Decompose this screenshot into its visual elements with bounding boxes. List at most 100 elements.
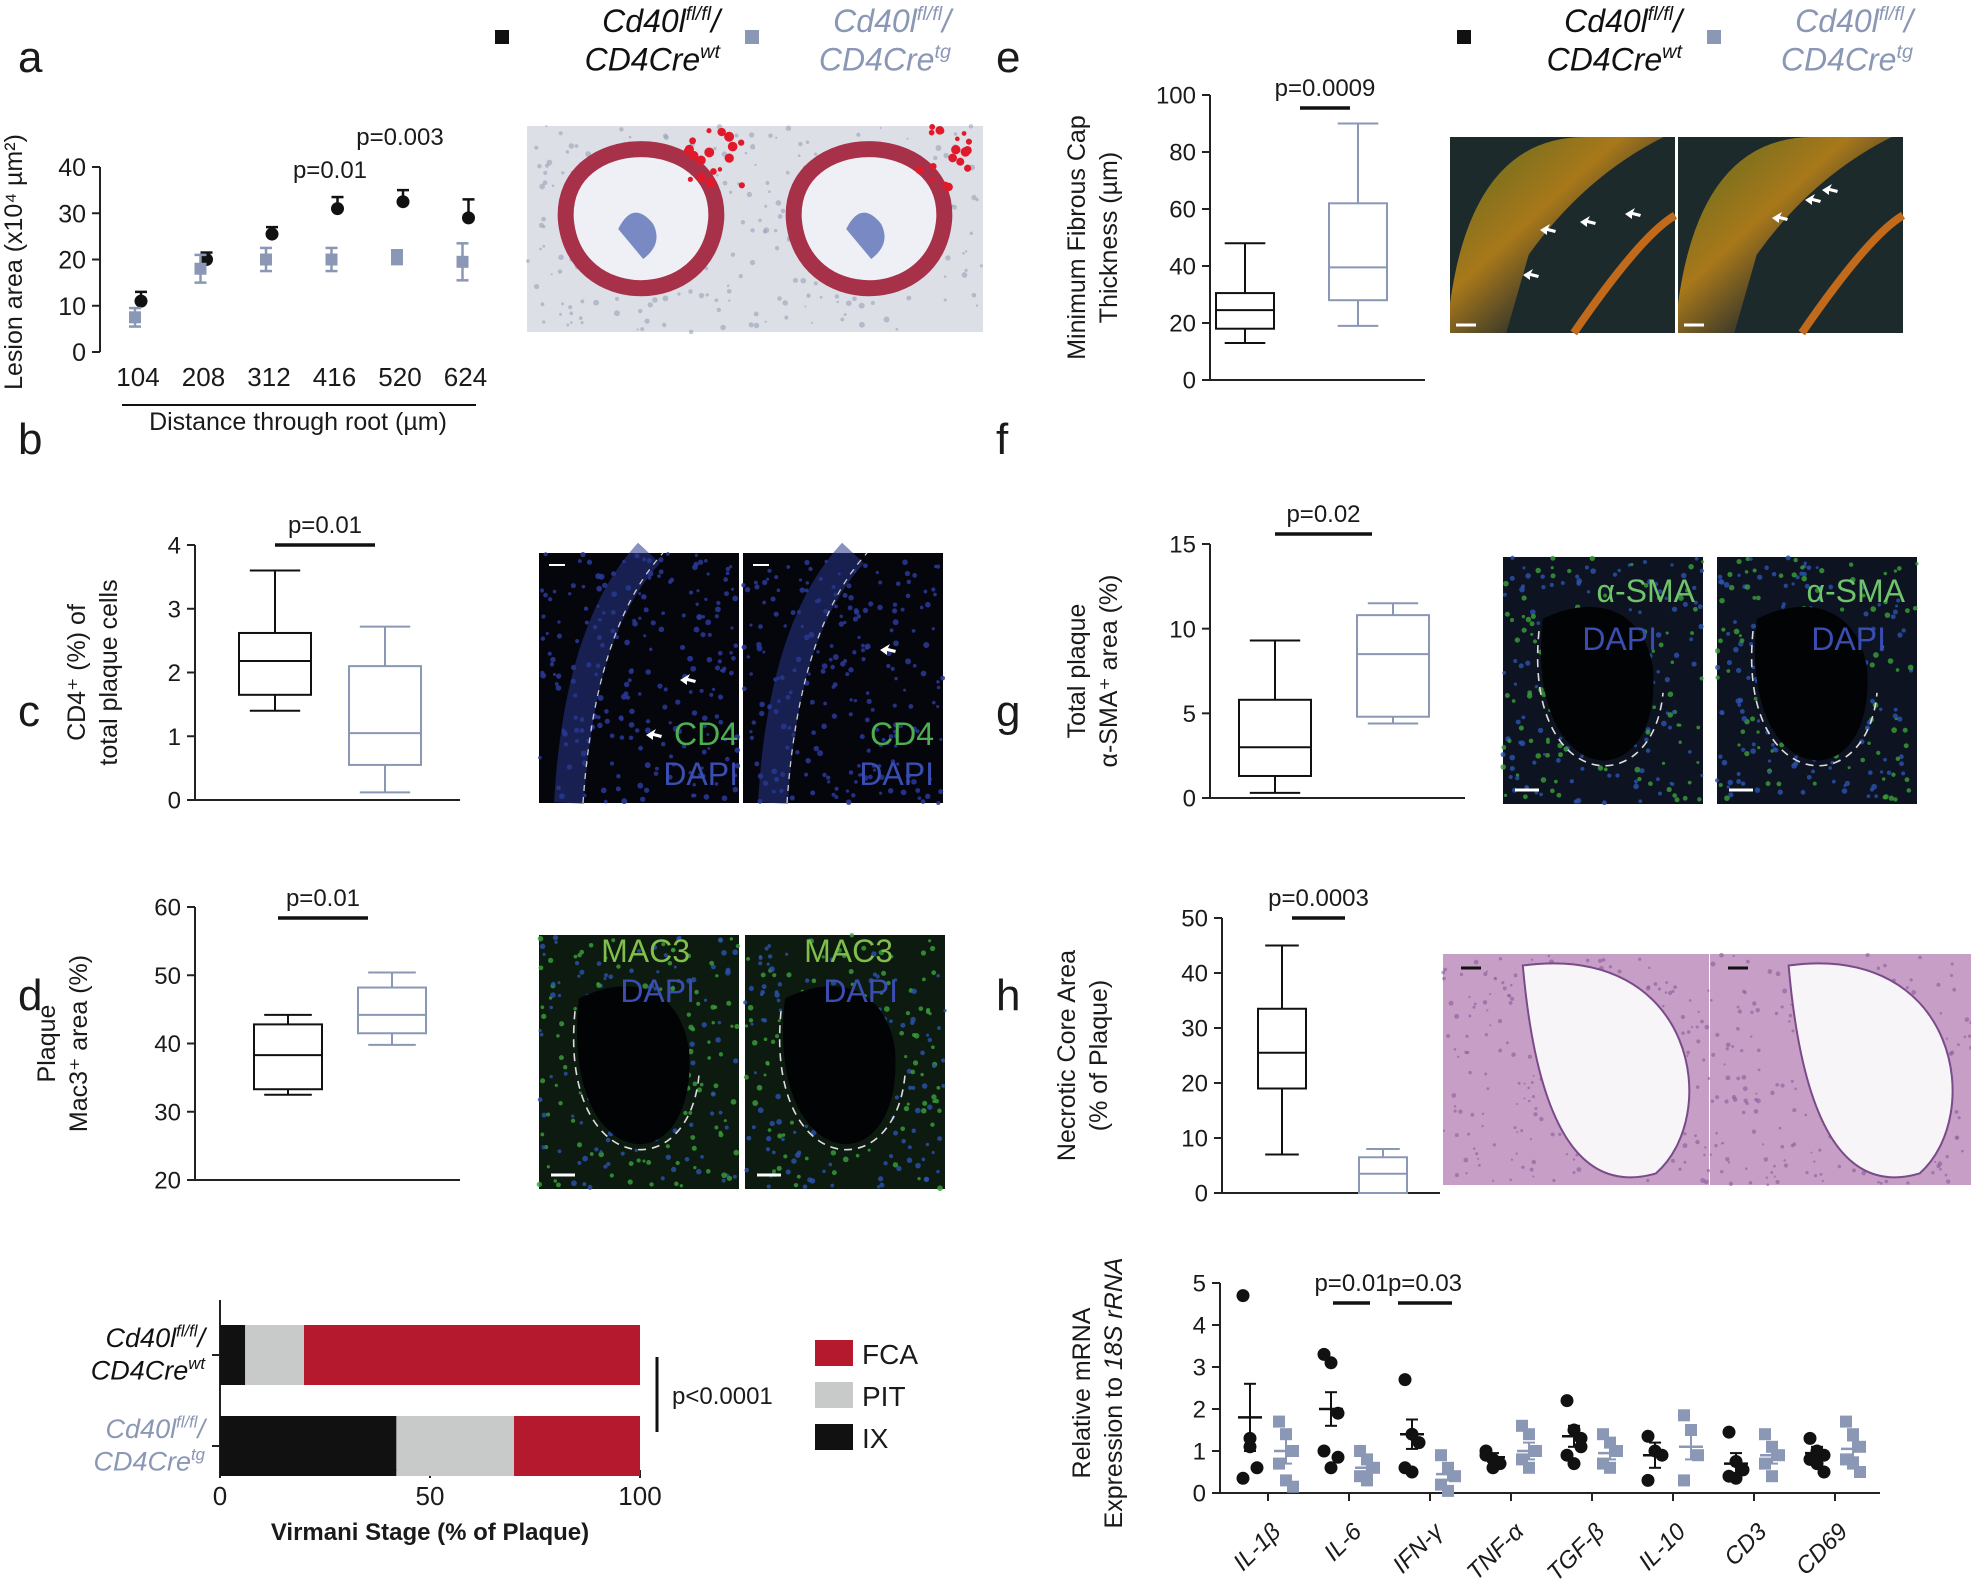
micrograph-b-left-cell [615, 786, 621, 792]
micrograph-c-right-cell [921, 1108, 927, 1114]
micrograph-g-right-texture [1745, 1167, 1748, 1170]
micrograph-c-right-cell [911, 988, 917, 995]
micrograph-g-right-texture [1741, 1110, 1746, 1115]
micrograph-c-left-cell [676, 979, 681, 983]
legend-a-tg-label-gene: Cd40l [833, 3, 918, 39]
micrograph-b-left-cell [692, 793, 697, 798]
micrograph-b-right-cell [854, 780, 858, 784]
micrograph-c-left-cell [558, 1055, 564, 1061]
micrograph-c-right-cell [751, 1040, 758, 1046]
legend-a-tg-label-sup1: fl/fl [917, 3, 943, 25]
micrograph-c-right-cell [793, 1182, 799, 1188]
micrograph-e-left-fiber [1570, 211, 1678, 336]
micrograph-g-right-texture [1883, 963, 1887, 968]
micrograph-c-left-cell [611, 938, 616, 943]
micrograph-c-left-cell [688, 1024, 694, 1031]
micrograph-b-left-cell [629, 708, 635, 715]
micrograph-g-right-texture [1715, 1095, 1720, 1100]
micrograph-c-left-cell [582, 1182, 587, 1187]
micrograph-f-right-cell [1893, 797, 1898, 802]
panel-f-y-tick-label: 0 [1183, 786, 1196, 813]
micrograph-a-right-texture [852, 296, 857, 302]
panel-d-row-label-wt-slash: / [195, 1323, 207, 1353]
micrograph-g-right-texture [1780, 1144, 1785, 1149]
micrograph-b-left-cell [681, 613, 686, 618]
micrograph-c-left-cell [549, 1005, 553, 1010]
micrograph-a-left-lipid [696, 172, 706, 182]
micrograph-f-right-cell [1752, 595, 1757, 600]
micrograph-c-left-cell [665, 1154, 671, 1160]
micrograph-g-left-texture [1534, 1106, 1538, 1111]
micrograph-f-left-cell [1589, 555, 1595, 562]
micrograph-b-left-cell [600, 787, 607, 794]
micrograph-c-right-cell [921, 1157, 926, 1162]
micrograph-f-right-cell [1751, 742, 1756, 747]
micrograph-f-left-cell [1667, 712, 1674, 718]
micrograph-f-left-cell [1678, 595, 1684, 601]
micrograph-g-left-texture [1532, 1175, 1535, 1178]
micrograph-b-left-cell [538, 755, 542, 760]
micrograph-f-right-cell [1717, 574, 1723, 580]
micrograph-b-right-cell [940, 675, 946, 681]
micrograph-f-left-cell [1643, 560, 1648, 565]
micrograph-b-right-cell [805, 757, 811, 764]
micrograph-b-right-cell [817, 750, 824, 757]
micrograph-f-left-cell [1560, 581, 1565, 585]
micrograph-g-left-texture [1681, 1031, 1685, 1035]
panel-h-point-tg [1854, 1466, 1866, 1478]
micrograph-b-left-cell [658, 569, 664, 575]
micrograph-c-left-cell [579, 1121, 583, 1125]
micrograph-a-left-texture [677, 292, 681, 296]
micrograph-g-right-texture [1884, 1179, 1889, 1184]
micrograph-f-right-cell [1728, 792, 1734, 798]
micrograph-c-left-cell [556, 1034, 560, 1038]
micrograph-f-left-cell [1693, 600, 1698, 605]
micrograph-g-left-texture [1508, 1000, 1513, 1005]
micrograph-f-left-cell [1530, 609, 1536, 616]
micrograph-f-left-cell [1509, 575, 1515, 581]
micrograph-b-left-cell [734, 763, 741, 769]
micrograph-c-left-cell [686, 978, 692, 984]
panel-a-point-tg [129, 311, 141, 324]
micrograph-g-right-texture [1939, 1168, 1942, 1171]
micrograph-f-right-cell [1890, 614, 1896, 620]
micrograph-b-left-cell [604, 709, 609, 714]
micrograph-f-left-cell [1637, 776, 1642, 782]
micrograph-c-right-cell [804, 1156, 809, 1161]
micrograph-f-right-cell [1907, 664, 1914, 671]
micrograph-f-right-cell [1757, 574, 1763, 580]
panel-d-bar-ix [220, 1325, 246, 1385]
micrograph-f-left-cell [1687, 780, 1692, 785]
micrograph-b-left-cell [583, 606, 589, 611]
micrograph-f-left-cell [1525, 660, 1531, 666]
micrograph-f-right-cell [1783, 583, 1788, 588]
micrograph-f-left-cell [1687, 749, 1692, 754]
micrograph-g-right-texture [1790, 1079, 1794, 1083]
panel-h-y-tick-label: 5 [1193, 1271, 1206, 1298]
micrograph-b-left-cell [616, 773, 621, 779]
micrograph-g-left-texture [1670, 1158, 1675, 1163]
legend-e-wt-label-sup2: wt [1662, 41, 1683, 63]
micrograph-a-left-texture [593, 299, 600, 306]
micrograph-f-left-cell [1689, 637, 1694, 642]
panel-f-ylabel-2: α-SMA⁺ area (%) [1095, 575, 1123, 768]
micrograph-b-right-cell [879, 791, 883, 795]
micrograph-g-right-texture [1783, 1163, 1789, 1168]
micrograph-f-right-cell [1895, 756, 1901, 762]
micrograph-f-left-cell [1657, 589, 1663, 595]
micrograph-a-left-lipid [687, 176, 693, 182]
micrograph-a-left-texture [542, 244, 546, 248]
panel-h-point-tg [1523, 1428, 1535, 1441]
micrograph-g-left-texture [1454, 1173, 1459, 1178]
micrograph-b-right-cell [827, 780, 831, 784]
micrograph-g-right-texture [1851, 1168, 1857, 1173]
micrograph-e-right-collagen [1678, 137, 1892, 333]
micrograph-g-left-texture [1513, 973, 1518, 978]
micrograph-c-right-cell [920, 1050, 925, 1056]
micrograph-g-left-texture [1494, 976, 1497, 980]
micrograph-b-right-cell [749, 735, 755, 740]
micrograph-b-left-cell [699, 688, 704, 693]
micrograph-g-left-texture [1686, 1030, 1691, 1034]
micrograph-c-right-cell [925, 1142, 930, 1147]
micrograph-c-left-cell [718, 1132, 724, 1138]
